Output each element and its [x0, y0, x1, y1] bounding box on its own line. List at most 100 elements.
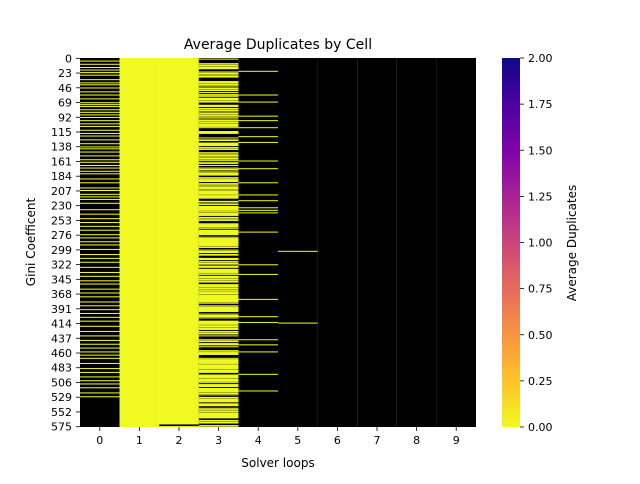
- heatmap-cell-col3: [198, 177, 239, 179]
- heatmap-cell-col0: [80, 244, 120, 246]
- heatmap-cell-col3: [198, 147, 239, 149]
- heatmap-cell-col0: [80, 106, 120, 108]
- heatmap-cell-col3: [198, 295, 239, 297]
- heatmap-cell-col3: [198, 400, 239, 402]
- heatmap-cell-col0: [80, 146, 120, 148]
- heatmap-cell-col3: [198, 245, 239, 247]
- heatmap-cell-col3: [198, 131, 239, 133]
- heatmap-cell-col3: [198, 212, 239, 214]
- heatmap-cell-col0: [80, 330, 120, 332]
- x-tick-label: 3: [215, 434, 222, 447]
- heatmap-cell-col3: [198, 353, 239, 355]
- heatmap-cell-col3: [198, 109, 239, 111]
- colorbar-ticks: 0.00 0.25 0.50 0.75 1.00 1.25 1.50 1.75 2.00: [520, 52, 553, 434]
- heatmap-cell-col0: [80, 347, 120, 349]
- heatmap-cell-col3: [198, 189, 239, 191]
- heatmap-column-4: [238, 58, 278, 427]
- heatmap-cell-col3: [198, 214, 239, 216]
- heatmap-cell-col0: [80, 266, 120, 268]
- heatmap-cell-col3: [198, 270, 239, 272]
- heatmap-cell-col0: [80, 196, 120, 198]
- heatmap-cell-col0: [80, 325, 120, 327]
- heatmap-cell-col0: [80, 123, 120, 125]
- heatmap-cell-col3: [198, 292, 239, 294]
- heatmap-cell-col3: [198, 275, 239, 277]
- heatmap-cell-col3: [198, 177, 239, 179]
- heatmap-cell-col3: [198, 200, 239, 202]
- heatmap-cell-col3: [198, 207, 239, 209]
- heatmap-cell-col3: [198, 278, 239, 280]
- heatmap-cell-col3: [198, 378, 239, 380]
- heatmap-cell-col3: [198, 300, 239, 302]
- heatmap-cell-col3: [198, 206, 239, 208]
- heatmap-cell-col4: [238, 194, 278, 196]
- heatmap-cell-col3: [198, 120, 239, 122]
- heatmap-cell-col3: [198, 276, 239, 278]
- heatmap-cell-col3: [198, 366, 239, 368]
- heatmap-cell-col3: [198, 400, 239, 402]
- heatmap-cell-col3: [198, 204, 239, 206]
- heatmap-cell-col3: [198, 388, 239, 390]
- heatmap-cell-col0: [80, 234, 120, 236]
- heatmap-cell-col3: [198, 371, 239, 373]
- heatmap-cell-col3: [198, 350, 239, 352]
- heatmap-cell-col4: [238, 182, 278, 184]
- heatmap-cell-col0: [80, 182, 120, 184]
- heatmap-cell-col3: [198, 209, 239, 211]
- heatmap-cell-col3: [198, 407, 239, 409]
- heatmap-cell-col0: [80, 209, 120, 211]
- heatmap-cell-col3: [198, 415, 239, 417]
- colorbar: 0.00 0.25 0.50 0.75 1.00 1.25 1.50 1.75 2.00: [502, 52, 553, 434]
- heatmap-cell-col3: [198, 216, 239, 218]
- heatmap-cell-col3: [198, 115, 239, 117]
- heatmap-cell-col3: [198, 84, 239, 86]
- y-tick-label: 506: [51, 376, 72, 389]
- heatmap-cell-col4: [238, 351, 278, 353]
- heatmap-cell-col3: [198, 367, 239, 369]
- y-tick-label: 276: [51, 229, 72, 242]
- heatmap-cell-col3: [198, 405, 239, 407]
- heatmap-cell-col0: [80, 132, 120, 134]
- y-tick-label: 575: [51, 421, 72, 434]
- heatmap-cell-col4: [238, 321, 278, 323]
- heatmap-cell-col3: [198, 301, 239, 303]
- heatmap-cell-col3: [198, 389, 239, 391]
- heatmap-cell-col3: [198, 343, 239, 345]
- heatmap-cell-col3: [198, 223, 239, 225]
- x-axis-label: Solver loops: [241, 456, 314, 470]
- heatmap-cell-col3: [198, 93, 239, 95]
- heatmap-cell-col3: [198, 132, 239, 134]
- heatmap-cell-col0: [80, 254, 120, 256]
- heatmap-cell-col3: [198, 339, 239, 341]
- heatmap-cell-col3: [198, 384, 239, 386]
- heatmap-cell-col3: [198, 350, 239, 352]
- heatmap-cell-col3: [198, 271, 239, 273]
- heatmap-cell-col3: [198, 174, 239, 176]
- heatmap-cell-col3: [198, 229, 239, 231]
- heatmap-cell-col3: [198, 188, 239, 190]
- heatmap-cell-col3: [198, 308, 239, 310]
- heatmap-column-7: [357, 58, 397, 427]
- heatmap-cell-col3: [198, 399, 239, 401]
- heatmap-cell-col3: [198, 291, 239, 293]
- heatmap-cell-col0: [80, 275, 120, 277]
- heatmap-cell-col3: [198, 127, 239, 129]
- heatmap-cell-col3: [198, 98, 239, 100]
- heatmap-cell-col3: [198, 119, 239, 121]
- y-tick-label: 230: [51, 200, 72, 213]
- heatmap-cell-col3: [198, 328, 239, 330]
- heatmap-cell-col4: [238, 207, 278, 209]
- heatmap-cell-col3: [198, 396, 239, 398]
- x-tick-label: 6: [334, 434, 341, 447]
- heatmap-cell-col3: [198, 300, 239, 302]
- heatmap-cell-col3: [198, 71, 239, 73]
- heatmap-cell-col3: [198, 110, 239, 112]
- heatmap-cell-col0: [80, 335, 120, 337]
- heatmap-cell-col3: [198, 392, 239, 394]
- heatmap-cell-col3: [198, 236, 239, 238]
- heatmap-cell-col3: [198, 232, 239, 234]
- heatmap-cell-col0: [80, 189, 120, 191]
- heatmap-cell-col3: [198, 95, 239, 97]
- heatmap-cell-col4: [238, 115, 278, 117]
